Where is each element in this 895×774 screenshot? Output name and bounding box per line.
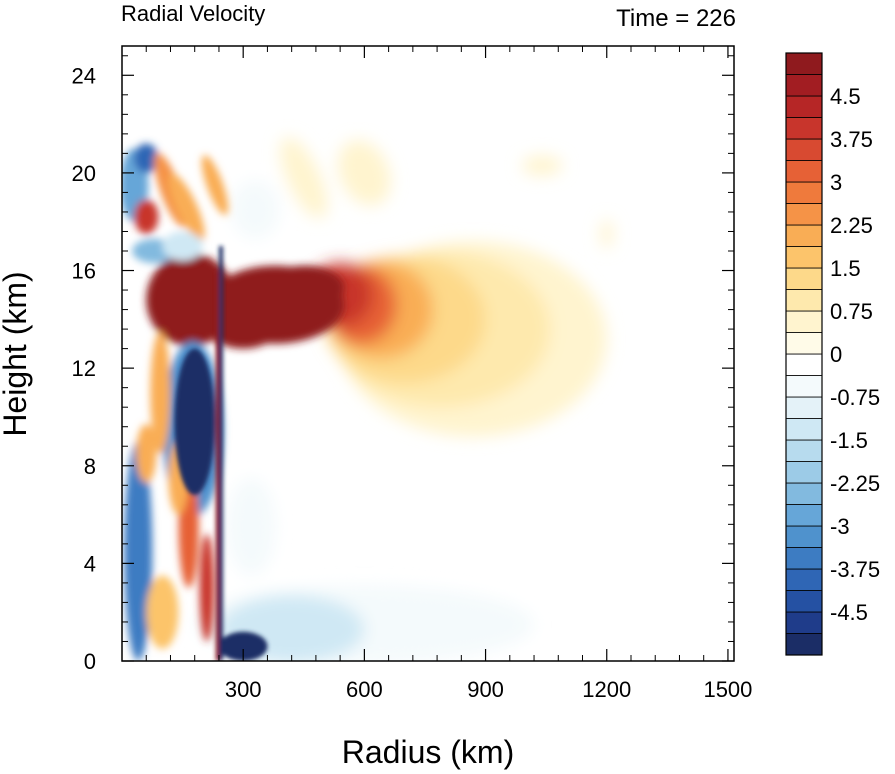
- inflow-patch: [218, 631, 268, 661]
- y-tick-label: 0: [84, 649, 96, 674]
- outflow-patch: [150, 331, 171, 454]
- y-axis-label: Height (km): [0, 271, 33, 436]
- inflow-patch: [162, 231, 203, 261]
- chart-title: Radial Velocity: [121, 1, 265, 26]
- outflow-patch: [263, 265, 345, 310]
- x-tick-label: 1200: [582, 677, 631, 702]
- outflow-patch: [201, 155, 229, 216]
- colorbar-label: 4.5: [830, 84, 861, 109]
- colorbar-label: -3.75: [830, 557, 880, 582]
- y-tick-label: 4: [84, 551, 96, 576]
- colorbar-swatch: [785, 396, 823, 419]
- eyewall-outer: [215, 270, 219, 661]
- outflow-patch: [338, 140, 391, 206]
- colorbar-swatch: [785, 289, 823, 312]
- outflow-patch: [136, 424, 157, 483]
- colorbar-swatch: [785, 418, 823, 441]
- colorbar-label: -4.5: [830, 600, 868, 625]
- y-tick-label: 24: [72, 63, 96, 88]
- colorbar-swatch: [785, 52, 823, 75]
- velocity-field: [122, 137, 613, 661]
- x-tick-label: 600: [346, 677, 383, 702]
- colorbar-label: 0.75: [830, 299, 873, 324]
- x-axis-label: Radius (km): [342, 734, 514, 770]
- colorbar-swatch: [785, 633, 823, 656]
- eyewall-inner: [218, 246, 223, 661]
- axes: 300 600 900 1200 1500 0 4 8 12 16 20 24: [72, 46, 752, 702]
- colorbar-swatch: [785, 267, 823, 290]
- colorbar-swatch: [785, 203, 823, 226]
- outflow-patch: [521, 155, 563, 176]
- outflow-patch: [146, 575, 179, 649]
- colorbar-swatch: [785, 138, 823, 161]
- time-label: Time = 226: [616, 5, 736, 32]
- colorbar-swatch: [785, 332, 823, 355]
- colorbar-swatch: [785, 547, 823, 570]
- outflow-patch: [168, 173, 205, 241]
- colorbar-swatch: [785, 461, 823, 484]
- colorbar-swatch: [785, 117, 823, 140]
- outflow-patch: [134, 199, 159, 234]
- colorbar: 4.5 3.75 3 2.25 1.5 0.75 0 -0.75 -1.5 -2.25 -3 -3.7…: [785, 52, 880, 656]
- colorbar-swatch: [785, 181, 823, 204]
- inflow-patch: [124, 441, 153, 661]
- colorbar-label: 3.75: [830, 127, 873, 152]
- colorbar-swatch: [785, 611, 823, 634]
- colorbar-label: 2.25: [830, 213, 873, 238]
- colorbar-label: -0.75: [830, 385, 880, 410]
- colorbar-swatch: [785, 160, 823, 183]
- outflow-patch: [280, 137, 328, 219]
- field-sharp-layer: [174, 246, 268, 661]
- colorbar-swatch: [785, 590, 823, 613]
- outflow-patch: [146, 253, 236, 347]
- colorbar-label: -1.5: [830, 428, 868, 453]
- colorbar-swatch: [785, 246, 823, 269]
- colorbar-swatch: [785, 310, 823, 333]
- x-tick-label: 900: [467, 677, 504, 702]
- colorbar-swatch: [785, 95, 823, 118]
- colorbar-frame: [785, 52, 823, 656]
- y-tick-label: 20: [72, 161, 96, 186]
- colorbar-label: 1.5: [830, 256, 861, 281]
- colorbar-label: -2.25: [830, 471, 880, 496]
- colorbar-swatch: [785, 439, 823, 462]
- colorbar-swatch: [785, 353, 823, 376]
- colorbar-swatch: [785, 504, 823, 527]
- plot-frame: [121, 45, 735, 662]
- colorbar-swatch: [785, 74, 823, 97]
- inflow-patch: [227, 477, 276, 576]
- colorbar-label: -3: [830, 514, 850, 539]
- inflow-patch: [134, 143, 159, 173]
- inflow-patch: [174, 348, 215, 496]
- x-tick-label: 300: [225, 677, 262, 702]
- outflow-patch: [199, 534, 215, 642]
- y-tick-label: 12: [72, 356, 96, 381]
- colorbar-label: 3: [830, 170, 842, 195]
- colorbar-swatch: [785, 525, 823, 548]
- y-tick-label: 16: [72, 259, 96, 284]
- y-tick-label: 8: [84, 454, 96, 479]
- colorbar-label: 0: [830, 342, 842, 367]
- colorbar-swatch: [785, 482, 823, 505]
- x-tick-label: 1500: [703, 677, 752, 702]
- colorbar-swatch: [785, 224, 823, 247]
- inflow-patch: [231, 180, 280, 239]
- colorbar-swatch: [785, 568, 823, 591]
- outflow-patch: [600, 219, 613, 249]
- colorbar-swatch: [785, 375, 823, 398]
